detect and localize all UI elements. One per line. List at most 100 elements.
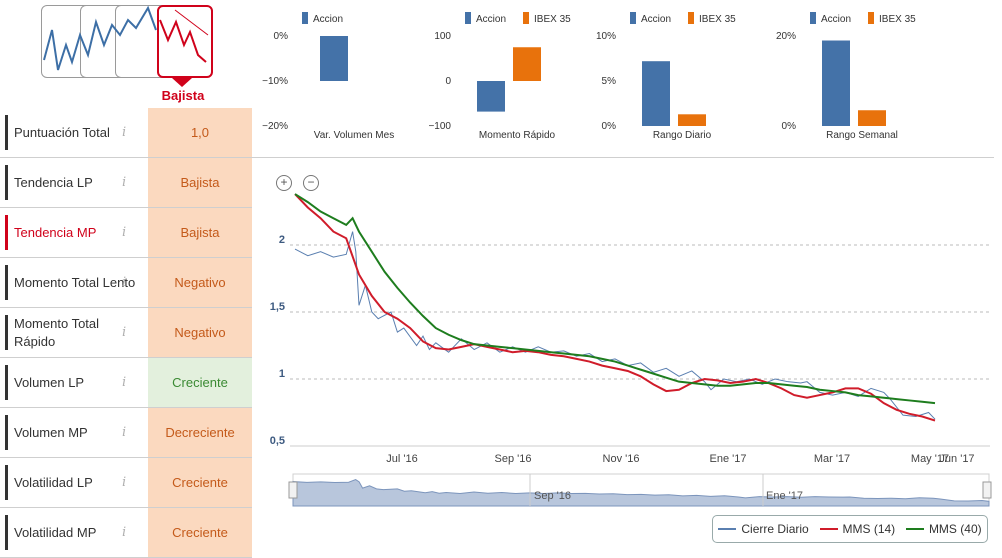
legend-swatch <box>630 12 636 24</box>
navigator-handle-left <box>288 481 298 499</box>
y-tick-label: 0,5 <box>270 435 285 447</box>
info-icon[interactable]: i <box>122 175 127 190</box>
info-icon[interactable]: i <box>122 475 127 490</box>
legend-swatch <box>688 12 694 24</box>
info-icon[interactable]: i <box>122 325 127 340</box>
indicator-row: Volatilidad MP i Creciente <box>0 508 252 558</box>
tick-label: −100 <box>428 121 451 132</box>
navigator-label: Sep '16 <box>534 490 571 502</box>
series-line-cierre-diario <box>294 231 936 420</box>
mini-chart-3: Accion IBEX 35 20% 0% Rango Semanal <box>776 12 916 141</box>
bar-accion <box>477 81 505 112</box>
indicator-row: Momento Total Lento i Negativo <box>0 258 252 308</box>
legend-label: Accion <box>476 14 506 25</box>
indicator-row: Tendencia LP i Bajista <box>0 158 252 208</box>
indicator-label: Volatilidad MP <box>5 515 139 550</box>
bar-accion <box>822 40 850 126</box>
legend-swatch <box>523 12 529 24</box>
indicator-table: Puntuación Total i 1,0 Tendencia LP i Bajista… <box>0 108 252 558</box>
info-icon[interactable]: i <box>122 375 127 390</box>
indicator-label: Volumen MP <box>5 415 139 450</box>
indicator-label: Volumen LP <box>5 365 139 400</box>
x-axis-label: Momento Rápido <box>479 130 556 141</box>
zoom-in-icon[interactable]: + <box>276 175 292 191</box>
x-axis-label: Var. Volumen Mes <box>314 130 394 141</box>
series-line-mms-40- <box>294 193 936 405</box>
indicator-value: Creciente <box>148 358 252 407</box>
indicator-value: Bajista <box>148 158 252 207</box>
bar-accion <box>642 61 670 127</box>
y-tick-label: 1,5 <box>270 301 285 313</box>
y-tick-label: 1 <box>279 368 285 380</box>
x-axis-label: Rango Semanal <box>826 130 898 141</box>
x-tick-label: Jul '16 <box>386 453 417 465</box>
indicator-label: Puntuación Total <box>5 115 139 150</box>
tick-label: 0% <box>274 31 289 42</box>
legend-item-close[interactable]: Cierre Diario <box>718 522 809 536</box>
indicator-label: Tendencia LP <box>5 165 139 200</box>
indicator-label: Tendencia MP <box>5 215 139 250</box>
x-tick-label: Jun '17 <box>939 453 974 465</box>
bar-ibex-35 <box>678 114 706 126</box>
indicator-value: Negativo <box>148 308 252 357</box>
zoom-out-icon[interactable]: − <box>303 175 319 191</box>
legend-swatch <box>465 12 471 24</box>
tick-label: −10% <box>262 76 288 87</box>
indicator-row: Volatilidad LP i Creciente <box>0 458 252 508</box>
tick-label: 5% <box>602 76 617 87</box>
navigator-handle-right <box>982 481 992 499</box>
indicator-label: Volatilidad LP <box>5 465 139 500</box>
indicator-row: Volumen LP i Creciente <box>0 358 252 408</box>
legend-swatch <box>868 12 874 24</box>
indicator-value: Negativo <box>148 258 252 307</box>
trend-selector: Bajista <box>0 0 252 106</box>
tick-label: 0% <box>602 121 617 132</box>
tick-label: 20% <box>776 31 796 42</box>
info-icon[interactable]: i <box>122 225 127 240</box>
tick-label: 0% <box>782 121 797 132</box>
navigator-label: Ene '17 <box>766 490 803 502</box>
indicator-label: Momento Total Rápido <box>5 315 139 350</box>
indicator-value: Creciente <box>148 458 252 507</box>
bar-accion <box>320 36 348 81</box>
indicator-value: Creciente <box>148 508 252 557</box>
indicator-label: Momento Total Lento <box>5 265 139 300</box>
info-icon[interactable]: i <box>122 425 127 440</box>
x-tick-label: Ene '17 <box>710 453 747 465</box>
trend-sparkline-blue <box>43 5 157 71</box>
tick-label: 100 <box>434 31 451 42</box>
legend-swatch <box>302 12 308 24</box>
x-tick-label: Sep '16 <box>495 453 532 465</box>
indicator-value: Bajista <box>148 208 252 257</box>
navigator-area <box>292 478 990 507</box>
legend-label: Accion <box>641 14 671 25</box>
chart-legend: Cierre Diario MMS (14) MMS (40) <box>712 515 988 543</box>
legend-label: IBEX 35 <box>879 14 916 25</box>
legend-label: Accion <box>821 14 851 25</box>
trend-sparkline <box>43 5 209 71</box>
mini-chart-1: Accion IBEX 35 100 0 −100 Momento Rápido <box>428 12 571 141</box>
indicator-row: Volumen MP i Decreciente <box>0 408 252 458</box>
bar-ibex-35 <box>513 47 541 81</box>
x-axis-label: Rango Diario <box>653 130 712 141</box>
trend-sparkline-red-trendline <box>174 9 209 36</box>
y-tick-label: 2 <box>279 234 285 246</box>
indicator-value: Decreciente <box>148 408 252 457</box>
tick-label: 0 <box>445 76 451 87</box>
x-tick-label: May '17 <box>911 453 949 465</box>
section-divider <box>252 157 994 158</box>
indicator-row: Tendencia MP i Bajista <box>0 208 252 258</box>
tick-label: −20% <box>262 121 288 132</box>
navigator-frame <box>292 473 990 507</box>
indicator-row: Momento Total Rápido i Negativo <box>0 308 252 358</box>
mini-chart-0: Accion 0% −10% −20% Var. Volumen Mes <box>262 12 394 141</box>
info-icon[interactable]: i <box>122 275 127 290</box>
info-icon[interactable]: i <box>122 125 127 140</box>
info-icon[interactable]: i <box>122 525 127 540</box>
indicator-value: 1,0 <box>148 108 252 157</box>
legend-label: Accion <box>313 14 343 25</box>
mini-chart-2: Accion IBEX 35 10% 5% 0% Rango Diario <box>596 12 736 141</box>
legend-item-mms40[interactable]: MMS (40) <box>905 522 982 536</box>
legend-item-mms14[interactable]: MMS (14) <box>819 522 895 536</box>
legend-label: IBEX 35 <box>534 14 571 25</box>
